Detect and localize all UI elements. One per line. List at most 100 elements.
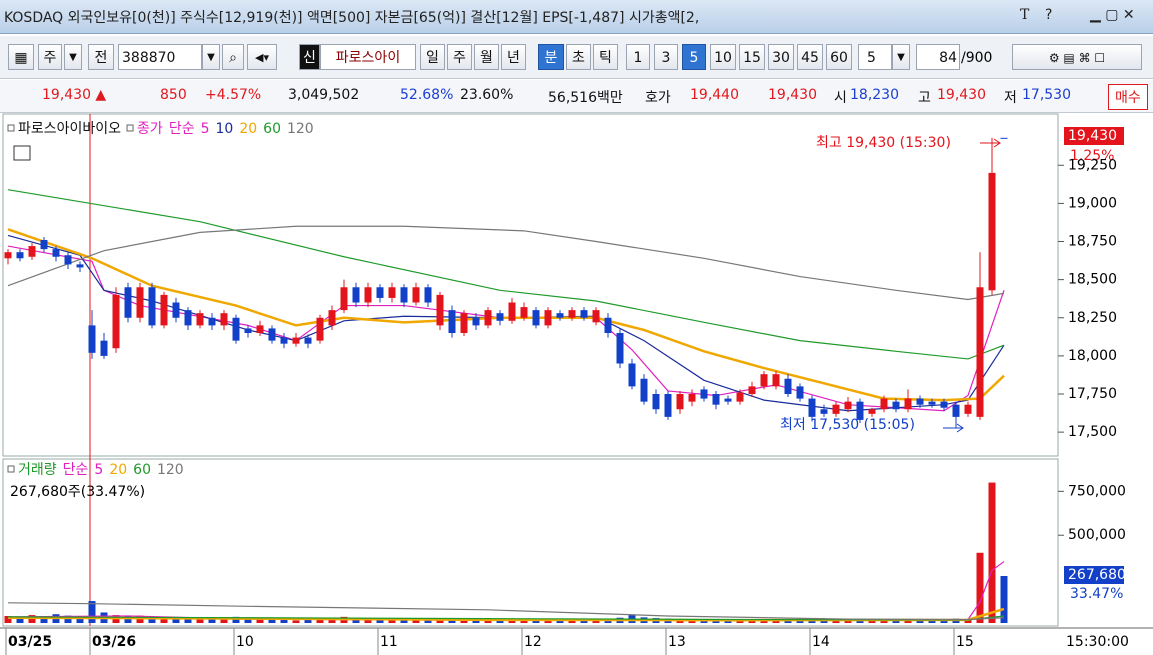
period-button[interactable]: 틱 — [593, 44, 618, 70]
legend-entry: 60 — [133, 462, 151, 478]
label: 호가 — [645, 90, 671, 106]
candle-body — [652, 394, 660, 410]
legend-entry: 5 — [201, 121, 210, 137]
dropdown[interactable]: ▼ — [892, 44, 910, 70]
period-button[interactable]: 분 — [538, 44, 564, 70]
minute-button[interactable]: 60 — [826, 44, 852, 70]
volume-bar — [40, 617, 48, 623]
volume-bar — [556, 620, 564, 623]
moving-average — [7, 189, 1005, 360]
arrow — [980, 138, 1001, 148]
volume-bar — [256, 619, 264, 623]
period-button[interactable]: 주 — [447, 44, 472, 70]
candle-body — [592, 310, 600, 323]
x-tick-label: 03/26 — [92, 634, 136, 650]
low-note: 최저 17,530 (15:05) — [780, 417, 915, 433]
candle-body — [928, 401, 936, 405]
rate: +4.57% — [205, 87, 262, 103]
high: 19,430 — [937, 87, 986, 103]
candle-body — [472, 317, 480, 326]
minute-button[interactable]: 3 — [654, 44, 678, 70]
minute-button[interactable]: 45 — [797, 44, 823, 70]
unit-select[interactable]: 주 — [38, 44, 62, 70]
minute-button[interactable]: 10 — [710, 44, 736, 70]
count-input[interactable]: 5 — [858, 44, 892, 70]
volume-bar — [472, 620, 480, 623]
minute-button[interactable]: 5 — [682, 44, 706, 70]
legend-entry: 120 — [287, 121, 314, 137]
volume-bar — [976, 552, 984, 623]
table-icon[interactable] — [13, 145, 31, 161]
help-button[interactable]: ? — [1045, 7, 1053, 23]
last-price-box — [1064, 127, 1124, 145]
minute-button[interactable]: 30 — [768, 44, 794, 70]
legend-entry: 20 — [109, 462, 127, 478]
candle-body — [712, 394, 720, 405]
volume-note: 267,680주(33.47%) — [10, 484, 145, 500]
stock-name[interactable]: 파로스아이 — [320, 44, 416, 70]
candle-body — [868, 409, 876, 414]
y-tick-label: 19,000 — [1068, 195, 1117, 211]
candle-body — [568, 310, 576, 318]
candle-body — [112, 294, 120, 349]
font-button[interactable]: T — [1020, 7, 1030, 23]
candle-body — [952, 404, 960, 417]
prev-button[interactable]: ◀▾ — [247, 44, 277, 70]
period-button[interactable]: 년 — [501, 44, 526, 70]
tool-icons[interactable]: ⚙ ▤ ⌘ ☐ — [1012, 44, 1142, 70]
volume-bar — [376, 619, 384, 623]
volume-bar — [304, 619, 312, 623]
candle-body — [1000, 137, 1008, 139]
minute-button[interactable]: 15 — [739, 44, 765, 70]
volume-bar — [928, 620, 936, 623]
y-tick-label: 500,000 — [1068, 527, 1126, 543]
candle-body — [28, 246, 36, 257]
candle-body — [892, 401, 900, 410]
candle-body — [880, 398, 888, 410]
candle-body — [388, 287, 396, 298]
volume-bar — [76, 616, 84, 623]
clock: 15:30:00 — [1066, 634, 1129, 650]
candle-body — [916, 398, 924, 405]
mode-button[interactable]: 전 — [88, 44, 114, 70]
period-button[interactable]: 일 — [420, 44, 445, 70]
volume-bar — [580, 620, 588, 623]
volume-bar — [292, 620, 300, 623]
volume-bar — [916, 620, 924, 623]
candle-body — [748, 386, 756, 395]
volume-bar — [484, 620, 492, 623]
search-button[interactable]: ⌕ — [222, 44, 244, 70]
buy-button[interactable]: 매수 — [1108, 84, 1148, 110]
shown-count[interactable]: 84 — [916, 44, 960, 70]
volume-bar — [448, 619, 456, 623]
dropdown[interactable]: ▼ — [64, 44, 82, 70]
dropdown[interactable]: ▼ — [202, 44, 220, 70]
period-button[interactable]: 초 — [566, 44, 591, 70]
period-button[interactable]: 월 — [474, 44, 499, 70]
y-tick-label: 19,250 — [1068, 157, 1117, 173]
volume-bar — [412, 618, 420, 623]
toolbar: ▦ 주 ▼ 전 388870 ▼ ⌕ ◀▾ 신 파로스아이 일 주 월 년 분 … — [0, 36, 1153, 79]
volume-bar — [124, 616, 132, 623]
x-tick-label: 11 — [380, 634, 398, 650]
grid-icon[interactable]: ▦ — [8, 44, 34, 70]
x-tick-label: 12 — [524, 634, 542, 650]
volume-bar — [592, 619, 600, 623]
candle-body — [268, 328, 276, 341]
candle-body — [628, 363, 636, 387]
minute-button[interactable]: 1 — [626, 44, 650, 70]
code-input[interactable]: 388870 — [118, 44, 202, 70]
candle-body — [364, 287, 372, 303]
volume-bar — [820, 620, 828, 623]
ticker-info: KOSDAQ 외국인보유[0(천)] 주식수[12,919(천)] 액면[500… — [4, 10, 700, 26]
volume-bar — [736, 620, 744, 623]
candle-body — [280, 337, 288, 344]
candle-body — [448, 310, 456, 334]
candle-body — [904, 398, 912, 410]
candle-body — [976, 287, 984, 417]
window-controls[interactable]: ▁ ▢ ✕ — [1090, 7, 1135, 23]
candle-body — [964, 404, 972, 414]
volume-bar — [544, 620, 552, 623]
x-tick-label: 10 — [236, 634, 254, 650]
candle-body — [664, 394, 672, 417]
